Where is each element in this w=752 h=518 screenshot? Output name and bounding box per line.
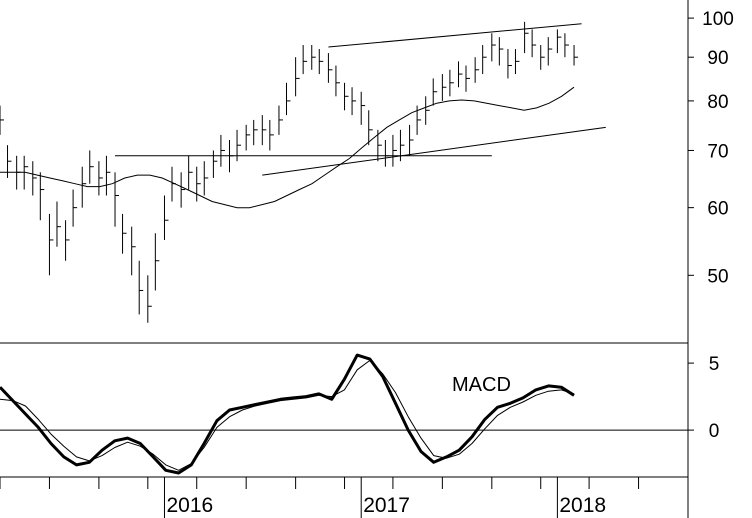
x-year-label: 2017 — [363, 494, 410, 517]
ohlc-bar — [131, 226, 136, 276]
ohlc-bar — [335, 65, 340, 97]
ohlc-bar — [89, 150, 94, 184]
ohlc-bar — [0, 105, 4, 135]
ohlc-bar — [409, 124, 414, 156]
ohlc-bar — [81, 166, 87, 208]
ohlc-bar — [318, 49, 324, 75]
ohlc-bar — [122, 213, 127, 254]
ohlc-bar — [245, 124, 251, 151]
macd-tick-label: 0 — [709, 421, 720, 442]
ohlc-bar — [285, 82, 291, 116]
ohlc-bar — [457, 61, 463, 88]
ohlc-bar — [147, 275, 152, 323]
ohlc-bar — [425, 96, 430, 125]
ohlc-bar — [547, 37, 553, 66]
ohlc-bar — [98, 161, 103, 196]
ohlc-bar — [154, 233, 160, 291]
ohlc-bar — [105, 155, 111, 196]
price-tick-label: 90 — [707, 48, 728, 69]
ohlc-bar — [399, 129, 405, 162]
price-tick-label: 70 — [707, 141, 728, 162]
price-panel — [0, 21, 606, 323]
ohlc-bar — [138, 260, 144, 315]
price-tick-label: 80 — [707, 92, 728, 113]
ohlc-bar — [491, 33, 496, 62]
ohlc-bar — [236, 129, 242, 162]
ohlc-bar — [203, 161, 209, 196]
macd-panel: MACD — [0, 353, 688, 475]
ohlc-bar — [253, 119, 258, 146]
macd-line — [0, 353, 575, 475]
ohlc-bar — [482, 45, 487, 75]
ohlc-bar — [564, 33, 569, 58]
ohlc-bar — [351, 87, 357, 116]
ohlc-bar — [65, 220, 70, 261]
signal-line — [0, 359, 575, 471]
ohlc-bar — [48, 213, 54, 276]
ohlc-bar — [188, 155, 193, 190]
ohlc-bar — [344, 82, 349, 111]
ohlc-bar — [531, 29, 537, 58]
ohlc-bar — [212, 150, 218, 178]
ohlc-bar — [432, 78, 438, 106]
ohlc-bar — [441, 74, 447, 101]
ohlc-bar — [392, 134, 397, 167]
ohlc-bar — [295, 57, 300, 97]
macd-annotation: MACD — [452, 374, 511, 396]
price-tick-label: 50 — [707, 266, 728, 287]
ohlc-bar — [196, 166, 201, 202]
ohlc-bar — [465, 65, 471, 92]
moving-average-line — [0, 86, 575, 209]
ohlc-bar — [368, 110, 373, 146]
x-year-label: 2018 — [559, 494, 606, 517]
ohlc-bar — [56, 201, 61, 247]
ohlc-bar — [449, 69, 454, 97]
trendline — [262, 126, 606, 176]
ohlc-bar — [7, 145, 12, 178]
ohlc-bar — [524, 21, 529, 54]
ohlc-bar — [507, 49, 512, 79]
trendline — [328, 23, 582, 48]
ohlc-bar — [261, 115, 267, 146]
ohlc-bar — [39, 172, 45, 221]
price-tick-label: 100 — [702, 9, 734, 30]
ohlc-bar — [514, 49, 520, 75]
ohlc-bar — [556, 29, 562, 54]
macd-tick-label: 5 — [709, 354, 720, 375]
ohlc-bar — [384, 139, 390, 167]
ohlc-bar — [540, 45, 545, 70]
ohlc-bar — [573, 45, 579, 66]
ohlc-bar — [360, 91, 366, 125]
ohlc-bar — [278, 105, 283, 135]
ohlc-bar — [114, 172, 120, 227]
ohlc-bar — [327, 53, 333, 83]
ohlc-bar — [269, 119, 274, 151]
ohlc-bar — [474, 57, 480, 83]
ohlc-bar — [220, 134, 225, 167]
ohlc-bar — [163, 195, 169, 240]
ohlc-bar — [311, 45, 316, 70]
ohlc-bar — [180, 172, 186, 208]
ohlc-bar — [302, 45, 308, 75]
ohlc-bar — [32, 161, 37, 196]
ohlc-bar — [498, 37, 504, 66]
price-tick-label: 60 — [707, 199, 728, 220]
ohlc-bar — [72, 189, 78, 227]
x-year-label: 2016 — [166, 494, 213, 517]
